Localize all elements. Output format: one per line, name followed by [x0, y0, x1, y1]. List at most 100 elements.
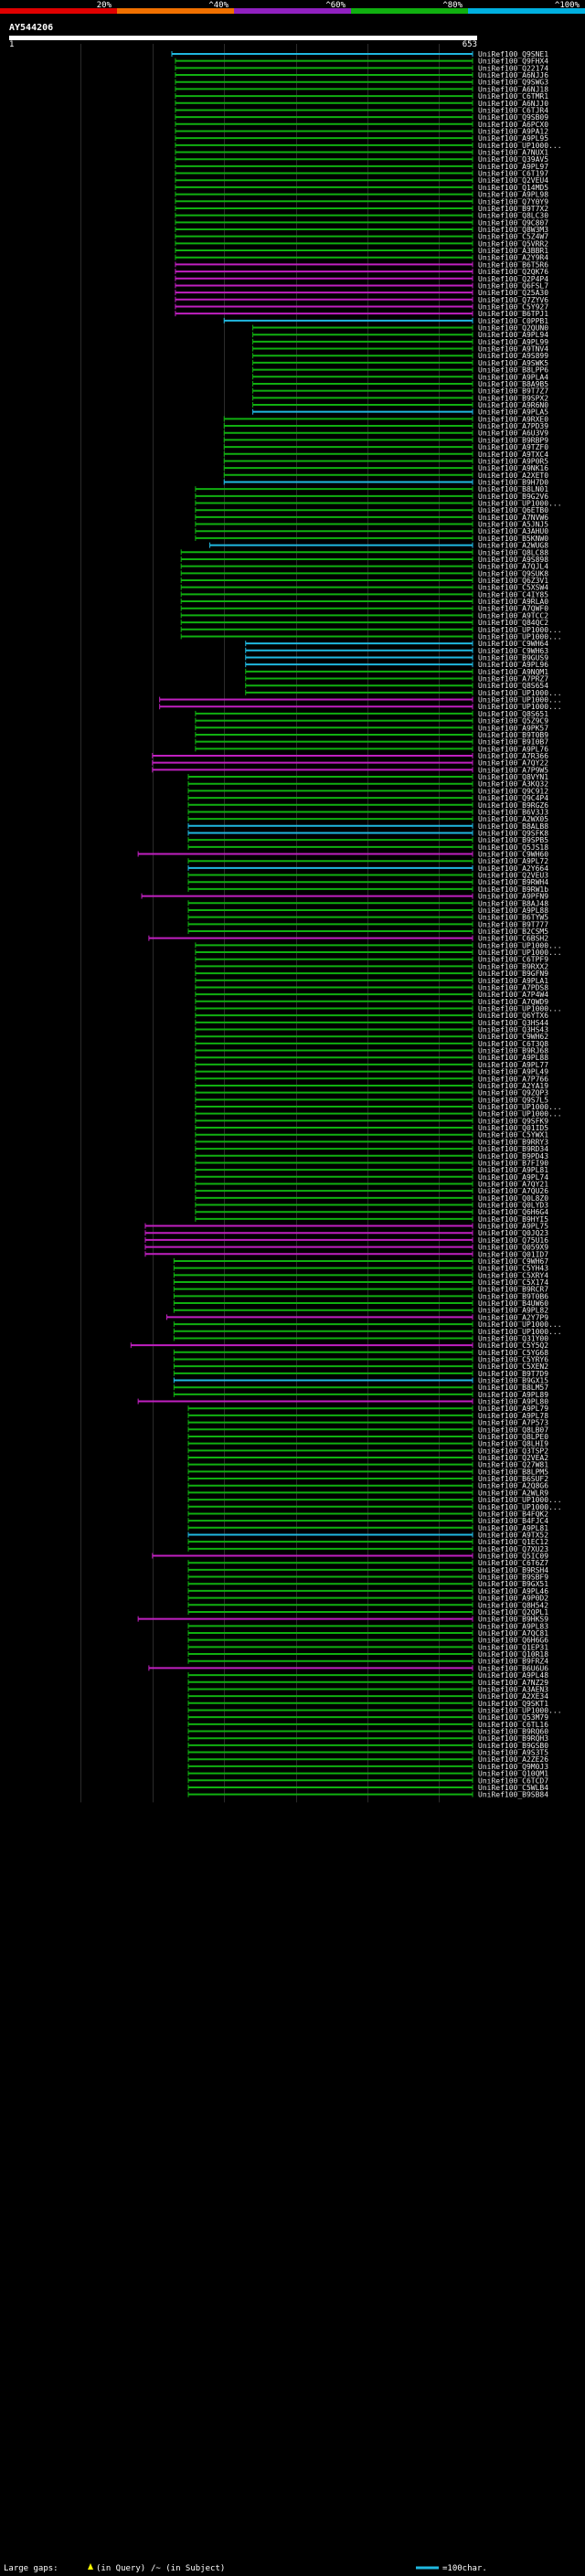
- hit-label[interactable]: UniRef100_Q8H542: [478, 1601, 548, 1609]
- hit-label[interactable]: UniRef100_A2XE34: [478, 1692, 548, 1701]
- hit-label[interactable]: UniRef100_B6T5R6: [478, 260, 548, 269]
- hit-label[interactable]: UniRef100_B9H7D0: [478, 478, 548, 486]
- hit-row[interactable]: UniRef100_A9PL78: [187, 1412, 548, 1420]
- hit-label[interactable]: UniRef100_A9NK16: [478, 464, 548, 472]
- hit-row[interactable]: UniRef100_Q9SNE1: [171, 50, 548, 58]
- hit-row[interactable]: UniRef100_B9GUS9: [245, 653, 549, 662]
- hit-row[interactable]: UniRef100_A7P766: [195, 1075, 548, 1083]
- hit-row[interactable]: UniRef100_A2ZE26: [187, 1755, 548, 1764]
- hit-label[interactable]: UniRef100_UP1000...: [478, 1503, 562, 1511]
- hit-label[interactable]: UniRef100_Q6ETB0: [478, 506, 548, 514]
- hit-row[interactable]: UniRef100_B9T0B9: [195, 731, 548, 739]
- hit-row[interactable]: UniRef100_Q2QK76: [175, 268, 548, 276]
- hit-row[interactable]: UniRef100_Q6H6G4: [195, 1208, 548, 1216]
- hit-row[interactable]: UniRef100_Q8W3M3: [175, 226, 548, 234]
- hit-label[interactable]: UniRef100_C5Y927: [478, 302, 548, 311]
- hit-label[interactable]: UniRef100_Q9SB09: [478, 113, 548, 122]
- hit-label[interactable]: UniRef100_B9HYI5: [478, 1215, 548, 1224]
- hit-row[interactable]: UniRef100_A7QU26: [195, 1187, 548, 1195]
- hit-row[interactable]: UniRef100_Q9FHX4: [175, 58, 548, 66]
- hit-label[interactable]: UniRef100_A7QWD9: [478, 998, 548, 1006]
- hit-label[interactable]: UniRef100_C5XEN2: [478, 1362, 548, 1371]
- hit-label[interactable]: UniRef100_C0PPB1: [478, 317, 548, 325]
- hit-label[interactable]: UniRef100_A3AEN3: [478, 1685, 548, 1693]
- hit-label[interactable]: UniRef100_A7QU26: [478, 1187, 548, 1195]
- hit-label[interactable]: UniRef100_A6NJ18: [478, 85, 548, 93]
- hit-row[interactable]: UniRef100_A7QY21: [195, 1180, 548, 1188]
- hit-row[interactable]: UniRef100_Q1EP31: [187, 1643, 548, 1651]
- hit-label[interactable]: UniRef100_C5YWX1: [478, 1131, 548, 1140]
- hit-row[interactable]: UniRef100_Q8H542: [187, 1601, 548, 1609]
- hit-row[interactable]: UniRef100_Q84QC2: [180, 619, 548, 627]
- hit-row[interactable]: UniRef100_A9NK16: [223, 464, 548, 472]
- hit-label[interactable]: UniRef100_Q2VEU4: [478, 176, 548, 185]
- hit-row[interactable]: UniRef100_C9WH63: [245, 647, 549, 655]
- hit-row[interactable]: UniRef100_A9PL89: [173, 1391, 548, 1399]
- hit-row[interactable]: UniRef100_C0PPB1: [223, 317, 548, 325]
- hit-label[interactable]: UniRef100_B9RD34: [478, 1145, 548, 1153]
- hit-label[interactable]: UniRef100_B4FJC4: [478, 1517, 548, 1525]
- hit-label[interactable]: UniRef100_C6T3Q8: [478, 1040, 548, 1048]
- hit-row[interactable]: UniRef100_A9PL77: [195, 1061, 548, 1069]
- hit-row[interactable]: UniRef100_Q9C912: [187, 787, 548, 795]
- hit-row[interactable]: UniRef100_C5XEN2: [173, 1362, 548, 1371]
- hit-label[interactable]: UniRef100_B7FI90: [478, 1159, 548, 1167]
- hit-row[interactable]: UniRef100_UP1000...: [195, 941, 562, 949]
- hit-row[interactable]: UniRef100_A7P9W5: [152, 766, 548, 774]
- hit-label[interactable]: UniRef100_A7QWF0: [478, 605, 548, 613]
- hit-row[interactable]: UniRef100_A9RXE0: [223, 415, 548, 423]
- hit-row[interactable]: UniRef100_A9PL94: [252, 331, 549, 339]
- hit-label[interactable]: UniRef100_B9GX51: [478, 1580, 548, 1588]
- hit-label[interactable]: UniRef100_A9PLA5: [478, 408, 548, 417]
- hit-label[interactable]: UniRef100_A9R6N0: [478, 401, 548, 409]
- hit-row[interactable]: UniRef100_B8AJ48: [187, 899, 548, 907]
- hit-label[interactable]: UniRef100_A9PL49: [478, 1068, 548, 1076]
- hit-label[interactable]: UniRef100_C6TCD7: [478, 1776, 548, 1785]
- hit-row[interactable]: UniRef100_Q8LC88: [180, 548, 548, 557]
- hit-row[interactable]: UniRef100_A9TXC4: [223, 451, 548, 459]
- hit-label[interactable]: UniRef100_Q5VRR2: [478, 239, 548, 248]
- hit-row[interactable]: UniRef100_Q9SUK8: [180, 569, 548, 578]
- hit-label[interactable]: UniRef100_A7NVW6: [478, 514, 548, 522]
- hit-row[interactable]: UniRef100_Q6H6G6: [187, 1637, 548, 1645]
- hit-row[interactable]: UniRef100_B9T7X2: [175, 205, 548, 213]
- hit-row[interactable]: UniRef100_A6NJJ6: [175, 71, 548, 80]
- hit-row[interactable]: UniRef100_A9TNV4: [252, 345, 549, 354]
- hit-label[interactable]: UniRef100_Q9C807: [478, 218, 548, 227]
- hit-label[interactable]: UniRef100_UP1000...: [478, 1328, 562, 1336]
- hit-label[interactable]: UniRef100_UP1000...: [478, 500, 562, 508]
- hit-row[interactable]: UniRef100_A6U3V9: [223, 429, 548, 438]
- hit-row[interactable]: UniRef100_Q5Z9C9: [195, 717, 548, 726]
- hit-row[interactable]: UniRef100_A9SWK5: [252, 359, 549, 367]
- hit-row[interactable]: UniRef100_Q9M0J3: [187, 1763, 548, 1771]
- hit-row[interactable]: UniRef100_Q75U16: [144, 1236, 548, 1245]
- hit-label[interactable]: UniRef100_B9SPB5: [478, 836, 548, 844]
- hit-label[interactable]: UniRef100_B8LPP6: [478, 366, 548, 375]
- hit-row[interactable]: UniRef100_A9PL81: [195, 1166, 548, 1174]
- hit-label[interactable]: UniRef100_A9S3T5: [478, 1749, 548, 1757]
- hit-label[interactable]: UniRef100_UP1000...: [478, 626, 562, 634]
- hit-row[interactable]: UniRef100_A6NJ18: [175, 85, 548, 93]
- hit-label[interactable]: UniRef100_A9PL72: [478, 857, 548, 865]
- hit-row[interactable]: UniRef100_A2XE34: [187, 1692, 548, 1701]
- hit-label[interactable]: UniRef100_Q2VEU3: [478, 872, 548, 880]
- hit-row[interactable]: UniRef100_A9PL96: [245, 661, 549, 669]
- hit-row[interactable]: UniRef100_Q7Y0Y9: [175, 197, 548, 206]
- hit-label[interactable]: UniRef100_UP1000...: [478, 632, 562, 641]
- hit-label[interactable]: UniRef100_B4UW60: [478, 1299, 548, 1308]
- hit-label[interactable]: UniRef100_Q8LC30: [478, 212, 548, 220]
- hit-label[interactable]: UniRef100_A9PLA1: [478, 977, 548, 985]
- hit-label[interactable]: UniRef100_B9RQ60: [478, 1728, 548, 1736]
- hit-label[interactable]: UniRef100_Q9SWG3: [478, 79, 548, 87]
- hit-row[interactable]: UniRef100_A9P0D2: [187, 1595, 548, 1603]
- hit-label[interactable]: UniRef100_C5YH43: [478, 1265, 548, 1273]
- hit-row[interactable]: UniRef100_B9RWH4: [187, 878, 548, 886]
- hit-label[interactable]: UniRef100_A7R366: [478, 752, 548, 760]
- hit-label[interactable]: UniRef100_Q0L8Z0: [478, 1194, 548, 1203]
- hit-label[interactable]: UniRef100_A9TNV4: [478, 345, 548, 354]
- hit-label[interactable]: UniRef100_C5YRY6: [478, 1355, 548, 1363]
- hit-row[interactable]: UniRef100_A6PCX0: [175, 121, 548, 129]
- hit-label[interactable]: UniRef100_C6T197: [478, 170, 548, 178]
- hit-label[interactable]: UniRef100_A2YA19: [478, 1082, 548, 1090]
- hit-label[interactable]: UniRef100_B9RSH4: [478, 1566, 548, 1574]
